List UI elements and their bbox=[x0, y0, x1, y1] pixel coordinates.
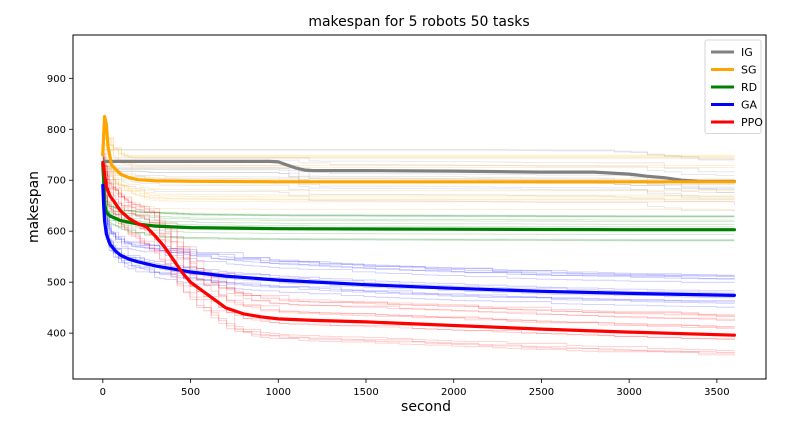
run-line-ig bbox=[102, 183, 735, 212]
run-line-rd bbox=[102, 171, 735, 241]
series-line-sg bbox=[101, 114, 737, 184]
run-line-ppo bbox=[102, 149, 735, 316]
run-line-ga bbox=[102, 174, 735, 280]
x-tick-label: 3500 bbox=[704, 387, 729, 398]
series-line-ppo bbox=[101, 160, 737, 337]
series-line-ga bbox=[101, 183, 737, 297]
legend: IG SG RD GA PPO bbox=[704, 39, 763, 134]
run-line-ig bbox=[102, 149, 735, 160]
run-line-ppo bbox=[102, 174, 735, 354]
run-line-ig bbox=[102, 179, 735, 206]
run-line-ig bbox=[102, 157, 735, 173]
y-tick-label: 600 bbox=[47, 227, 66, 238]
y-tick-label: 800 bbox=[47, 125, 66, 136]
run-line-ig bbox=[102, 167, 735, 188]
run-line-sg bbox=[102, 143, 735, 166]
plot-area bbox=[101, 114, 737, 356]
legend-label-ppo: PPO bbox=[741, 116, 763, 129]
run-line-ga bbox=[102, 189, 735, 303]
run-line-sg bbox=[102, 167, 735, 203]
run-line-sg bbox=[102, 138, 735, 158]
run-line-ppo bbox=[102, 173, 735, 354]
run-line-ppo bbox=[102, 165, 735, 340]
run-line-ga bbox=[102, 192, 735, 308]
x-tick-label: 1500 bbox=[353, 387, 378, 398]
plot-frame bbox=[72, 34, 767, 380]
x-tick-label: 500 bbox=[181, 387, 200, 398]
run-line-ga bbox=[102, 172, 735, 276]
runs-rd bbox=[102, 155, 735, 242]
run-line-sg bbox=[102, 138, 735, 158]
run-line-rd bbox=[102, 155, 735, 217]
run-line-ppo bbox=[102, 157, 735, 328]
run-line-sg bbox=[102, 138, 735, 159]
run-line-sg bbox=[102, 159, 735, 191]
y-tick-label: 500 bbox=[47, 278, 66, 289]
run-line-sg bbox=[102, 145, 735, 168]
run-line-rd bbox=[102, 161, 735, 225]
run-line-sg bbox=[102, 163, 735, 196]
x-axis: 0 500 1000 1500 2000 2500 3000 3500 bbox=[100, 379, 730, 398]
run-line-ppo bbox=[102, 150, 735, 317]
run-line-ga bbox=[102, 172, 735, 277]
run-line-ga bbox=[102, 190, 735, 304]
run-line-sg bbox=[102, 137, 735, 156]
x-axis-title: second bbox=[401, 399, 451, 415]
run-line-rd bbox=[102, 171, 735, 242]
run-line-ppo bbox=[102, 158, 735, 330]
x-tick-label: 0 bbox=[100, 387, 106, 398]
run-line-ga bbox=[102, 174, 735, 280]
legend-label-rd: RD bbox=[741, 81, 757, 94]
y-axis: 400 500 600 700 800 900 bbox=[47, 74, 73, 340]
run-line-ig bbox=[102, 165, 735, 185]
run-line-ig bbox=[102, 168, 735, 190]
run-line-ppo bbox=[102, 152, 735, 321]
run-line-ppo bbox=[102, 150, 735, 317]
run-line-ppo bbox=[102, 165, 735, 340]
x-tick-label: 2000 bbox=[441, 387, 466, 398]
run-line-ga bbox=[102, 173, 735, 278]
runs-ppo bbox=[102, 149, 735, 356]
run-line-ga bbox=[102, 182, 735, 292]
legend-label-ga: GA bbox=[741, 99, 758, 112]
x-tick-label: 3000 bbox=[616, 387, 641, 398]
run-line-rd bbox=[102, 162, 735, 228]
run-line-ppo bbox=[102, 152, 735, 321]
y-axis-title: makespan bbox=[26, 171, 42, 243]
x-tick-label: 2500 bbox=[529, 387, 554, 398]
run-line-rd bbox=[102, 155, 735, 217]
run-line-sg bbox=[102, 165, 735, 200]
run-line-rd bbox=[102, 158, 735, 221]
run-line-ga bbox=[102, 189, 735, 302]
run-line-rd bbox=[102, 171, 735, 240]
run-line-rd bbox=[102, 155, 735, 217]
run-line-ig bbox=[102, 173, 735, 198]
run-line-ga bbox=[102, 183, 735, 294]
chart-title: makespan for 5 robots 50 tasks bbox=[308, 14, 529, 30]
run-line-rd bbox=[102, 167, 735, 235]
series-line-ig bbox=[101, 159, 737, 183]
legend-label-sg: SG bbox=[741, 64, 757, 77]
y-tick-label: 900 bbox=[47, 74, 66, 85]
run-line-ppo bbox=[102, 156, 735, 328]
run-line-ga bbox=[102, 177, 735, 283]
run-line-ppo bbox=[102, 172, 735, 351]
run-line-sg bbox=[102, 172, 735, 210]
run-line-ig bbox=[102, 149, 735, 161]
legend-label-ig: IG bbox=[741, 46, 753, 59]
run-line-sg bbox=[102, 164, 735, 198]
run-line-sg bbox=[102, 166, 735, 201]
x-tick-label: 1000 bbox=[266, 387, 291, 398]
y-tick-label: 400 bbox=[47, 329, 66, 340]
y-tick-label: 700 bbox=[47, 176, 66, 187]
